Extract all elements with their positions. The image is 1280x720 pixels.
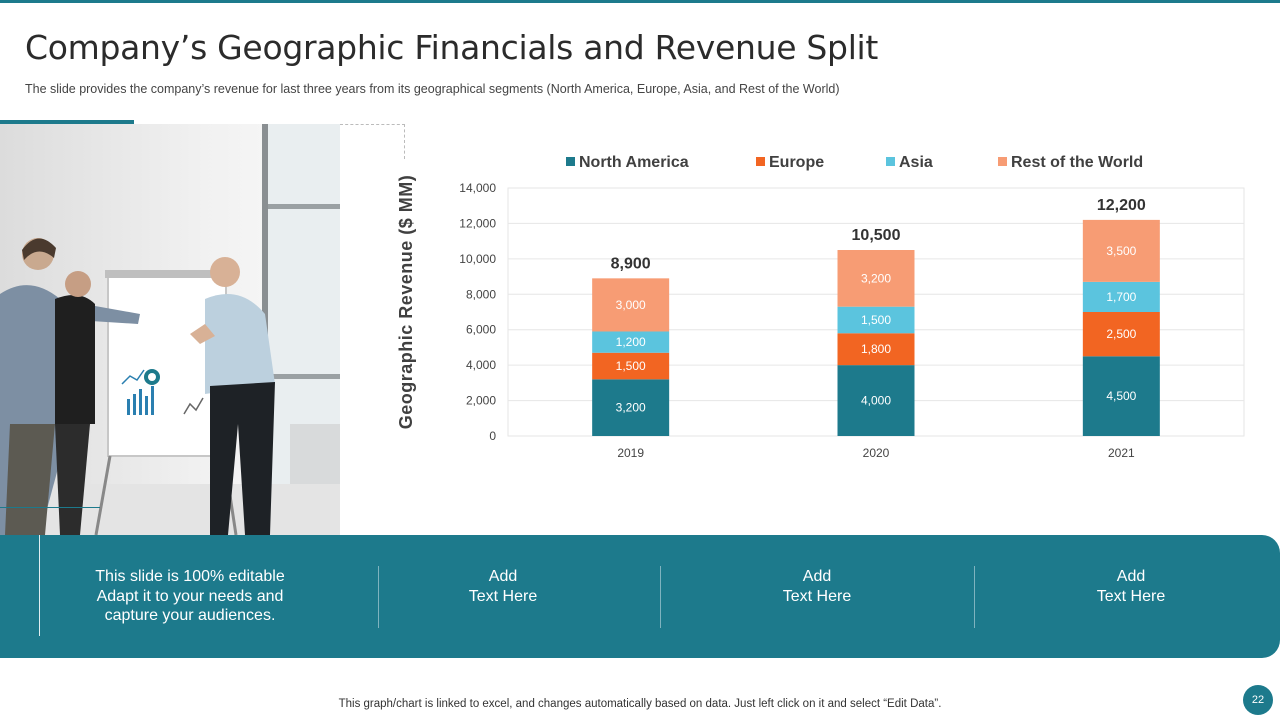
banner-text-line: This slide is 100% editable <box>95 568 285 585</box>
y-axis-label: Geographic Revenue ($ MM) <box>396 175 416 430</box>
banner-separator <box>660 566 661 628</box>
banner-cell-2: Add Text Here <box>403 567 603 606</box>
x-tick-label: 2021 <box>1108 446 1135 460</box>
bar-data-label: 1,500 <box>861 313 891 327</box>
y-tick-label: 8,000 <box>466 287 496 301</box>
y-tick-label: 6,000 <box>466 323 496 337</box>
bar-segment <box>1082 281 1160 312</box>
page-number-badge: 22 <box>1243 685 1273 715</box>
y-tick-label: 10,000 <box>459 252 496 266</box>
banner-text-line: Text Here <box>1096 587 1166 605</box>
revenue-stacked-bar-chart: North America Europe Asia Rest of the World… <box>396 154 1245 460</box>
slide-subtitle: The slide provides the company’s revenue… <box>25 82 840 96</box>
bar-data-label: 1,200 <box>616 335 646 349</box>
banner-cell-4: Add Text Here <box>1031 567 1231 606</box>
bar-data-label: 3,200 <box>861 271 891 285</box>
photo-accent-line <box>0 507 100 508</box>
bar-total-label: 12,200 <box>1097 197 1146 214</box>
legend-swatch <box>566 157 575 166</box>
banner-left-rule <box>39 535 40 636</box>
bar-data-label: 2,500 <box>1106 327 1136 341</box>
bar-segment <box>592 331 670 353</box>
banner-text-line: Add <box>1116 568 1146 585</box>
bar-segment <box>1082 356 1160 436</box>
x-tick-label: 2019 <box>617 446 644 460</box>
y-tick-label: 4,000 <box>466 358 496 372</box>
bar-total-label: 10,500 <box>852 227 901 244</box>
bar-data-label: 3,200 <box>616 401 646 415</box>
banner-cell-3: Add Text Here <box>717 567 917 606</box>
chart-legend: North America Europe Asia Rest of the World <box>566 154 1143 171</box>
photo-accent-bar <box>0 120 134 126</box>
banner-separator <box>378 566 379 628</box>
dashed-frame <box>340 124 405 159</box>
banner-text-line: Text Here <box>468 587 538 605</box>
bar-segment <box>1082 312 1160 357</box>
bar-data-label: 1,700 <box>1106 290 1136 304</box>
bar-segment <box>837 333 915 366</box>
y-tick-label: 12,000 <box>459 216 496 230</box>
bar-segment <box>837 306 915 334</box>
bar-data-label: 4,500 <box>1106 389 1136 403</box>
legend-label: Europe <box>769 154 824 171</box>
legend-swatch <box>886 157 895 166</box>
bar-segment <box>592 379 670 436</box>
bar-segment <box>592 352 670 380</box>
banner-text-line: Text Here <box>782 587 852 605</box>
banner-text-line: capture your audiences. <box>104 607 276 624</box>
y-tick-label: 14,000 <box>459 181 496 195</box>
bar-segment <box>592 278 670 332</box>
legend-swatch <box>756 157 765 166</box>
slide-title: Company’s Geographic Financials and Reve… <box>25 28 879 67</box>
bar-segment <box>837 250 915 307</box>
office-photo <box>0 124 340 535</box>
x-tick-label: 2020 <box>863 446 890 460</box>
legend-swatch <box>998 157 1007 166</box>
banner-cell-editable: This slide is 100% editable Adapt it to … <box>60 567 320 626</box>
banner-text-line: Add <box>488 568 518 585</box>
top-accent-rule <box>0 0 1280 3</box>
bar-data-label: 3,000 <box>616 298 646 312</box>
footer-note: This graph/chart is linked to excel, and… <box>338 698 942 710</box>
bar-total-label: 8,900 <box>611 255 651 272</box>
bar-data-label: 1,800 <box>861 342 891 356</box>
banner-text-line: Adapt it to your needs and <box>96 587 284 605</box>
y-tick-label: 2,000 <box>466 394 496 408</box>
bar-data-label: 3,500 <box>1106 244 1136 258</box>
x-axis-ticks: 2019 2020 2021 <box>617 446 1135 460</box>
legend-label: Rest of the World <box>1011 154 1143 171</box>
bar-segment <box>1082 219 1160 282</box>
bar-data-label: 4,000 <box>861 394 891 408</box>
info-banner <box>0 535 1280 658</box>
y-axis-ticks: 0 2,000 4,000 6,000 8,000 10,000 12,000 14,000 <box>459 181 496 443</box>
banner-separator <box>974 566 975 628</box>
legend-label: Asia <box>899 154 933 171</box>
chart-bars: 3,200 1,500 1,200 3,000 8,900 4,000 1,800 1,500… <box>592 197 1160 436</box>
y-tick-label: 0 <box>489 429 496 443</box>
legend-label: North America <box>579 154 689 171</box>
bar-data-label: 1,500 <box>616 359 646 373</box>
bar-segment <box>837 365 915 436</box>
banner-text-line: Add <box>802 568 832 585</box>
